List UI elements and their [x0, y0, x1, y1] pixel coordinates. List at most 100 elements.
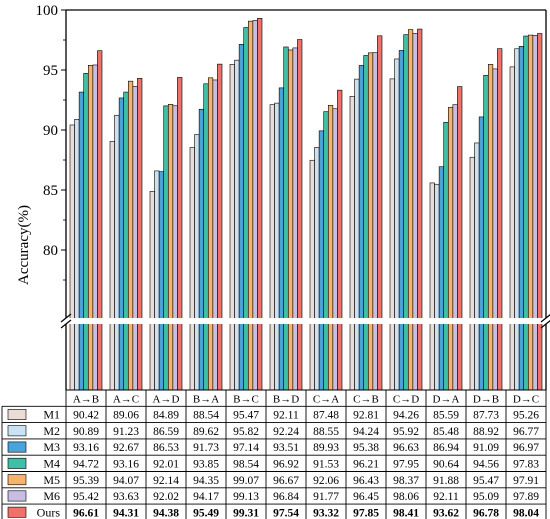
- bar-ours-11: [537, 33, 543, 391]
- table-cell: 98.54: [233, 459, 259, 471]
- y-tick-label: 80: [43, 243, 58, 259]
- table-cell: 99.31: [233, 507, 259, 519]
- category-label: B→C: [233, 393, 259, 405]
- table-cell: 97.85: [353, 507, 379, 519]
- table-cell: 96.45: [353, 491, 379, 503]
- legend-swatch-m6: [7, 490, 27, 502]
- bar-m4-7: [363, 55, 369, 391]
- bar-m3-5: [278, 87, 285, 391]
- table-cell: 90.64: [433, 459, 459, 471]
- bar-m3-1: [118, 97, 125, 391]
- y-axis: 80 85 90 95 100: [36, 3, 66, 281]
- bar-m1-2: [149, 191, 155, 391]
- bar-m4-8: [403, 34, 409, 391]
- bar-ours-7: [377, 35, 383, 391]
- table-cell: 96.78: [473, 507, 499, 519]
- bar-m2-8: [394, 58, 400, 391]
- table-cell: 84.89: [153, 410, 179, 422]
- bar-m2-11: [514, 48, 520, 391]
- y-tick-label: 85: [43, 183, 58, 199]
- table-cell: 91.53: [313, 459, 339, 471]
- bar-ours-0: [97, 50, 103, 391]
- table-cell: 93.16: [73, 442, 99, 454]
- bar-m3-6: [318, 130, 325, 391]
- table-cell: 94.35: [193, 475, 219, 487]
- bar-m3-7: [358, 65, 365, 391]
- table-cell: 88.54: [193, 410, 219, 422]
- category-label: D→B: [473, 393, 499, 405]
- y-tick-label: 95: [43, 63, 58, 79]
- table-cell: 94.26: [393, 410, 419, 422]
- bar-m6-8: [412, 32, 418, 391]
- bar-m4-1: [123, 91, 129, 391]
- table-cell: 93.32: [313, 507, 339, 519]
- legend-swatch-m2: [7, 425, 27, 437]
- table-cell: 95.09: [473, 491, 499, 503]
- bar-m4-2: [163, 105, 169, 391]
- bar-m1-6: [309, 159, 315, 391]
- bar-m5-2: [167, 104, 174, 391]
- bar-m2-0: [74, 119, 80, 391]
- table-cell: 98.41: [393, 507, 419, 519]
- y-tick-label: 100: [36, 3, 59, 19]
- bar-m2-7: [354, 78, 360, 391]
- bar-m1-3: [189, 147, 195, 391]
- table-cell: 97.54: [273, 507, 299, 519]
- bar-m5-10: [487, 64, 494, 391]
- legend-swatch-m5: [7, 474, 27, 486]
- data-table: A→B A→C A→D B→A B→C B→D C→A C→B C→D D→A D→B D→C M1 90…: [1, 389, 547, 519]
- table-cell: 86.53: [153, 442, 179, 454]
- bar-m3-10: [478, 116, 485, 391]
- table-cell: 93.16: [113, 459, 139, 471]
- table-cell: 99.13: [233, 491, 259, 503]
- bar-ours-10: [497, 48, 503, 391]
- bar-m3-4: [238, 44, 245, 391]
- bar-m6-0: [92, 64, 98, 391]
- table-cell: 87.73: [473, 410, 499, 422]
- table-cell: 88.92: [473, 426, 499, 438]
- bar-ours-6: [337, 89, 343, 391]
- category-label: C→B: [353, 393, 379, 405]
- bar-m6-4: [252, 20, 258, 391]
- break-mark: [60, 319, 72, 329]
- table-cell: 96.43: [353, 475, 379, 487]
- bar-m1-4: [229, 64, 235, 391]
- category-label: C→D: [393, 393, 419, 405]
- table-cell: 96.21: [353, 459, 379, 471]
- bar-ours-3: [217, 63, 223, 391]
- table-cell: 92.01: [153, 459, 179, 471]
- table-cell: 91.73: [193, 442, 219, 454]
- bar-m1-9: [429, 182, 435, 391]
- category-label: B→A: [193, 393, 219, 405]
- table-cell: 94.17: [193, 491, 219, 503]
- table-cell: 94.31: [113, 507, 139, 519]
- bar-m6-2: [172, 105, 178, 391]
- break-gap: [60, 318, 550, 324]
- bar-m4-3: [203, 83, 209, 391]
- table-cell: 93.62: [433, 507, 459, 519]
- category-label: D→C: [513, 393, 539, 405]
- break-mark: [60, 313, 72, 323]
- category-label: D→A: [433, 393, 460, 405]
- legend-label-m4: M4: [43, 457, 60, 471]
- bar-m3-3: [198, 108, 205, 391]
- table-cell: 95.38: [353, 442, 379, 454]
- bar-m4-0: [83, 73, 89, 391]
- bar-m2-6: [314, 147, 320, 391]
- table-cell: 95.92: [393, 426, 419, 438]
- bar-m3-0: [78, 91, 85, 391]
- bar-m5-5: [287, 49, 294, 391]
- bar-m6-5: [292, 47, 298, 391]
- bar-m4-11: [523, 35, 529, 391]
- table-cell: 92.24: [273, 426, 299, 438]
- bar-m2-1: [114, 114, 120, 391]
- bar-m1-10: [469, 156, 475, 391]
- table-cell: 92.02: [153, 491, 179, 503]
- table-cell: 91.23: [113, 426, 139, 438]
- table-cell: 89.06: [113, 410, 139, 422]
- table-cell: 94.56: [473, 459, 499, 471]
- legend-label-m3: M3: [43, 440, 60, 454]
- table-cell: 98.06: [393, 491, 419, 503]
- bar-m4-10: [483, 74, 489, 391]
